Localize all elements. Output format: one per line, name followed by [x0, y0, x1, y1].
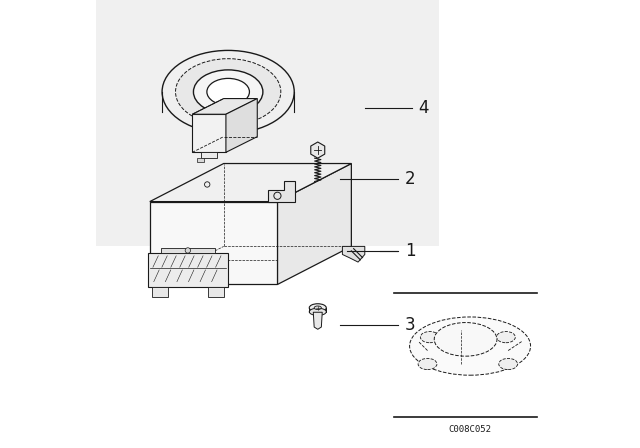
Polygon shape: [278, 164, 351, 284]
Polygon shape: [152, 287, 168, 297]
Text: C008C052: C008C052: [449, 425, 492, 434]
Ellipse shape: [162, 51, 294, 134]
Polygon shape: [208, 287, 224, 297]
Text: 3: 3: [405, 316, 416, 334]
Ellipse shape: [193, 70, 263, 114]
Polygon shape: [148, 253, 228, 287]
Ellipse shape: [207, 78, 250, 105]
Ellipse shape: [420, 332, 439, 343]
Ellipse shape: [418, 358, 437, 370]
Ellipse shape: [410, 317, 531, 375]
FancyBboxPatch shape: [18, 0, 439, 246]
Polygon shape: [314, 312, 323, 329]
Ellipse shape: [499, 358, 518, 370]
Polygon shape: [197, 158, 204, 162]
Polygon shape: [311, 142, 324, 158]
Ellipse shape: [175, 59, 281, 125]
Text: 1: 1: [405, 242, 416, 260]
Ellipse shape: [314, 306, 321, 310]
Polygon shape: [192, 114, 226, 152]
Polygon shape: [161, 248, 215, 253]
Text: 2: 2: [405, 170, 416, 188]
Polygon shape: [192, 99, 257, 114]
Polygon shape: [150, 164, 351, 202]
Polygon shape: [269, 181, 296, 202]
Ellipse shape: [309, 304, 326, 312]
Ellipse shape: [309, 308, 326, 315]
Text: 4: 4: [419, 99, 429, 116]
Polygon shape: [342, 246, 365, 262]
Ellipse shape: [434, 323, 497, 356]
Polygon shape: [150, 202, 278, 284]
Circle shape: [185, 248, 191, 253]
Polygon shape: [202, 152, 217, 158]
Ellipse shape: [157, 47, 300, 137]
Polygon shape: [226, 99, 257, 152]
Ellipse shape: [497, 332, 515, 343]
